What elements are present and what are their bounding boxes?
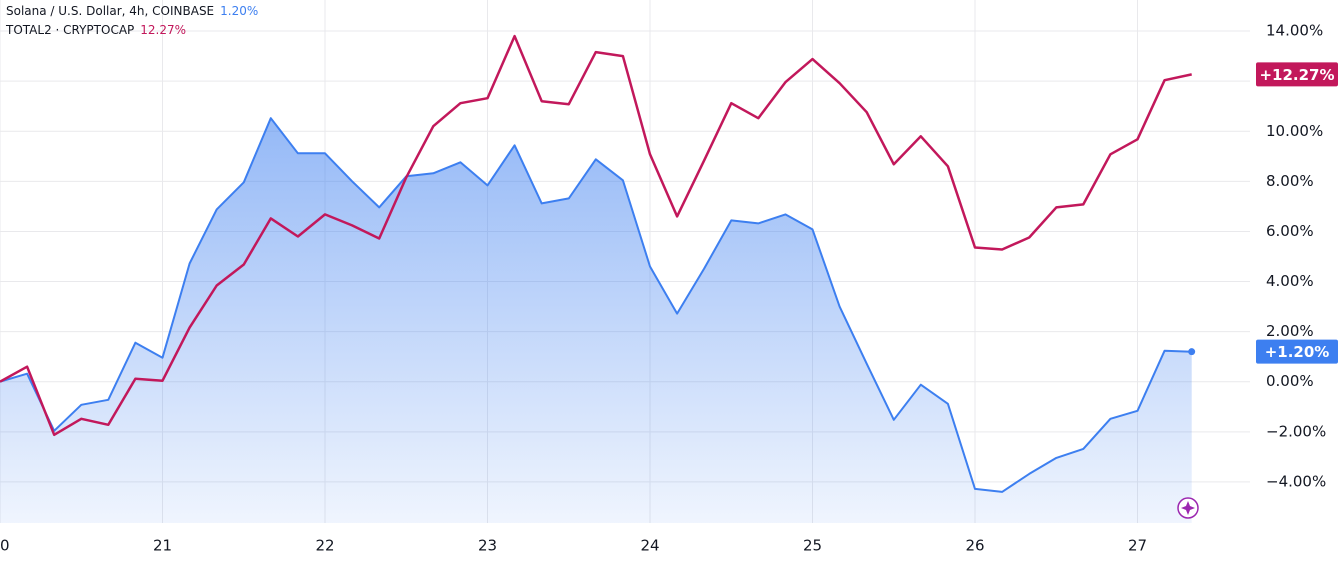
price-badge: +1.20% <box>1256 339 1338 364</box>
badge-label: +12.27% <box>1259 66 1334 84</box>
y-tick-label: 14.00% <box>1266 22 1323 40</box>
price-badge: +12.27% <box>1256 62 1338 87</box>
badge-bg <box>1256 62 1338 87</box>
y-tick-label: −4.00% <box>1266 472 1326 490</box>
y-tick-label: 4.00% <box>1266 272 1314 290</box>
x-tick-label: 27 <box>1128 537 1147 555</box>
x-tick-label: 21 <box>153 537 172 555</box>
legend-name: TOTAL2 · CRYPTOCAP <box>5 23 134 37</box>
x-tick-label: 22 <box>315 537 334 555</box>
legend-value: 12.27% <box>140 23 186 37</box>
x-tick-label: 24 <box>640 537 659 555</box>
legend-value: 1.20% <box>220 4 258 18</box>
badge-label: +1.20% <box>1265 343 1330 361</box>
y-tick-label: −2.00% <box>1266 422 1326 440</box>
legend-name: Solana / U.S. Dollar, 4h, COINBASE <box>6 4 214 18</box>
plot-area <box>0 34 1196 523</box>
y-tick-label: 6.00% <box>1266 222 1314 240</box>
legend: Solana / U.S. Dollar, 4h, COINBASE 1.20% T… <box>5 4 258 37</box>
y-tick-label: 8.00% <box>1266 172 1314 190</box>
legend-entry: Solana / U.S. Dollar, 4h, COINBASE 1.20% <box>6 4 258 18</box>
y-tick-label: 0.00% <box>1266 372 1314 390</box>
axis: 14.00%12.00%10.00%8.00%6.00%4.00%2.00%0.… <box>0 22 1338 555</box>
y-tick-label: 2.00% <box>1266 322 1314 340</box>
assistant-icon[interactable] <box>1177 497 1199 519</box>
last-point <box>1188 348 1196 356</box>
line <box>0 117 1192 493</box>
legend-entry: TOTAL2 · CRYPTOCAP 12.27% <box>5 23 186 37</box>
x-tick-label: 26 <box>965 537 984 555</box>
area <box>0 118 1192 523</box>
x-tick-label: 20 <box>0 537 10 555</box>
line <box>0 34 1192 437</box>
y-tick-label: 10.00% <box>1266 122 1323 140</box>
x-tick-label: 23 <box>478 537 497 555</box>
x-tick-label: 25 <box>803 537 822 555</box>
badge-bg <box>1256 339 1338 364</box>
